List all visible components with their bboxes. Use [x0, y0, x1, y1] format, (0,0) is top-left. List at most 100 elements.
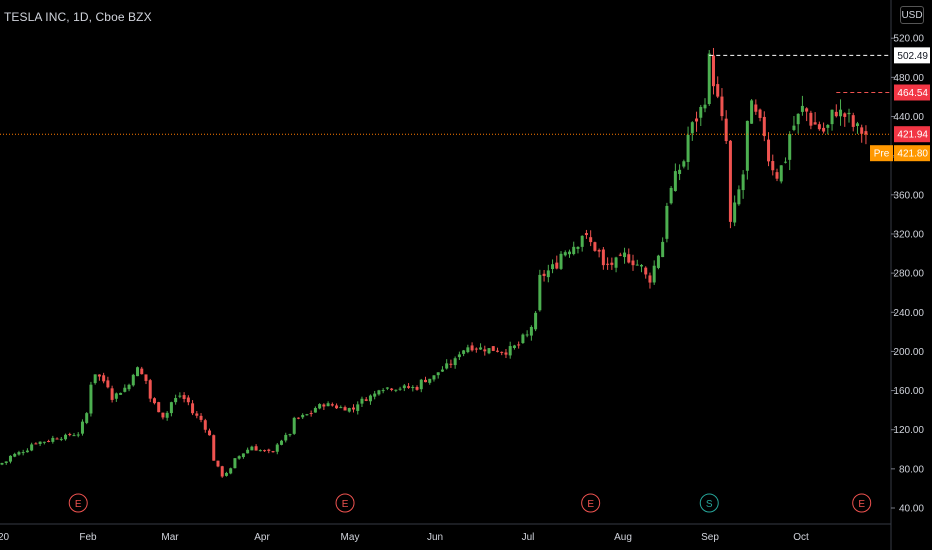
candle-body	[864, 131, 868, 135]
candle-body	[733, 202, 737, 223]
candle	[483, 345, 487, 356]
candle	[212, 434, 216, 461]
candle	[280, 439, 284, 446]
time-tick-label: Mar	[161, 532, 179, 543]
candle-body	[114, 393, 118, 399]
candle	[373, 390, 377, 400]
candle-body	[470, 345, 474, 351]
candle-body	[356, 404, 360, 411]
candle-body	[678, 169, 682, 174]
candle-body	[271, 451, 275, 453]
candle-body	[453, 358, 457, 366]
earnings-event-marker[interactable]: E	[581, 493, 601, 513]
candle-body	[822, 127, 826, 132]
candle-body	[601, 249, 605, 266]
candle-body	[665, 205, 669, 239]
candle	[546, 264, 550, 283]
candle	[788, 131, 792, 171]
high-price-label: 502.49	[894, 47, 930, 64]
candle	[127, 383, 131, 392]
candle-body	[385, 387, 389, 389]
candle-body	[89, 384, 93, 414]
candle-body	[855, 123, 859, 127]
candle-body	[352, 407, 356, 410]
candle	[491, 346, 495, 352]
candle-body	[567, 251, 571, 255]
candle	[695, 111, 699, 132]
price-tick-label: 280.00	[893, 269, 924, 280]
candle	[432, 375, 436, 382]
candle	[745, 120, 749, 180]
candle	[85, 412, 89, 425]
event-marker-label: E	[342, 499, 349, 510]
candle	[538, 269, 542, 312]
candle	[563, 250, 567, 257]
candle-body	[42, 441, 46, 443]
candle-body	[123, 387, 127, 392]
candle-body	[741, 174, 745, 191]
candle	[534, 311, 538, 332]
earnings-event-marker[interactable]: E	[68, 493, 88, 513]
candle	[479, 343, 483, 350]
candle-body	[843, 113, 847, 117]
candle-body	[364, 399, 368, 401]
candle-body	[339, 407, 343, 409]
candle-body	[817, 124, 821, 130]
candle-body	[394, 389, 398, 391]
candle	[580, 235, 584, 252]
candle-body	[68, 434, 72, 436]
candle	[8, 455, 12, 464]
mark-price-label: 464.54	[894, 84, 930, 101]
candle	[339, 405, 343, 409]
candle-body	[208, 430, 212, 436]
candle-body	[767, 139, 771, 162]
price-axis[interactable]: 40.00 80.00 120.00 160.00 200.00 240.00 280.00…	[870, 0, 930, 550]
candle-body	[580, 235, 584, 247]
candle-body	[584, 233, 588, 236]
candle-body	[119, 392, 123, 395]
candle-body	[140, 368, 144, 375]
candle	[318, 403, 322, 410]
candle-body	[457, 354, 461, 358]
candle	[470, 342, 474, 352]
candle-body	[55, 438, 59, 440]
mark-price-label-bg	[894, 84, 930, 101]
candle-body	[479, 347, 483, 350]
candle	[165, 411, 169, 421]
candle-body	[623, 252, 627, 258]
candle	[864, 125, 868, 145]
price-tick-label: 440.00	[893, 112, 924, 123]
candle	[106, 376, 110, 389]
candle-body	[398, 388, 402, 390]
candle-body	[788, 133, 792, 160]
earnings-event-marker[interactable]: E	[852, 493, 872, 513]
candle	[436, 372, 440, 379]
candle-body	[292, 417, 296, 434]
candle	[72, 433, 76, 437]
price-tick-label: 520.00	[893, 34, 924, 45]
candle	[25, 448, 29, 453]
candle	[356, 401, 360, 415]
candle-body	[445, 363, 449, 369]
candle-body	[8, 455, 12, 462]
time-axis[interactable]: 20 Feb Mar Apr May Jun Jul Aug Sep Oct	[0, 523, 891, 543]
candle	[152, 397, 156, 405]
candle	[754, 99, 758, 115]
candle	[495, 347, 499, 353]
candle-body	[258, 450, 262, 452]
candle	[292, 416, 296, 435]
candle-body	[644, 267, 648, 275]
candle	[114, 392, 118, 402]
earnings-event-marker[interactable]: E	[335, 493, 355, 513]
candle	[851, 112, 855, 132]
candle-body	[34, 443, 38, 445]
candle	[4, 461, 8, 465]
candle-body	[779, 165, 783, 182]
split-event-marker[interactable]: S	[699, 493, 719, 513]
currency-button[interactable]: USD	[900, 6, 924, 24]
candle-body	[618, 254, 622, 256]
candle-body	[758, 109, 762, 118]
candle-body	[491, 346, 495, 351]
